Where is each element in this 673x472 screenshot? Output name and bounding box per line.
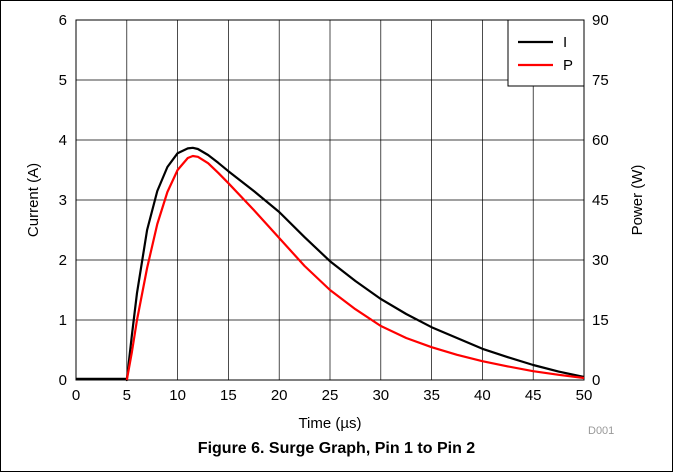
y2-tick-label: 0 xyxy=(592,372,600,389)
x-tick-label: 5 xyxy=(123,387,131,404)
x-tick-label: 25 xyxy=(322,387,339,404)
y-tick-label: 1 xyxy=(59,312,67,329)
x-tick-label: 10 xyxy=(169,387,186,404)
y2-tick-label: 45 xyxy=(592,192,609,209)
x-tick-label: 40 xyxy=(474,387,491,404)
x-tick-label: 30 xyxy=(372,387,389,404)
y-axis-label: Current (A) xyxy=(25,163,42,237)
series-lines xyxy=(76,146,585,382)
y-axis-ticks: 0 1 2 3 4 5 6 xyxy=(59,12,67,389)
y2-axis-label: Power (W) xyxy=(629,165,646,236)
x-tick-label: 45 xyxy=(525,387,542,404)
x-tick-label: 35 xyxy=(423,387,440,404)
y2-tick-label: 75 xyxy=(592,72,609,89)
legend: IP xyxy=(507,19,585,87)
y-tick-label: 4 xyxy=(59,132,67,149)
x-axis-ticks: 0 5 10 15 20 25 30 35 40 45 50 xyxy=(72,387,593,404)
y2-tick-label: 90 xyxy=(592,12,609,29)
legend-box xyxy=(507,19,585,87)
y-tick-label: 2 xyxy=(59,252,67,269)
y2-axis-ticks: 0 15 30 45 60 75 90 xyxy=(592,12,609,389)
y2-tick-label: 60 xyxy=(592,132,609,149)
series-line-p xyxy=(125,154,585,381)
figure-code: D001 xyxy=(588,425,615,437)
y2-tick-label: 15 xyxy=(592,312,609,329)
x-tick-label: 15 xyxy=(220,387,237,404)
x-tick-label: 0 xyxy=(72,387,80,404)
y-tick-label: 6 xyxy=(59,12,67,29)
series-line-i xyxy=(76,146,585,382)
y-tick-label: 5 xyxy=(59,72,67,89)
plot-border xyxy=(75,19,585,381)
legend-label: I xyxy=(563,34,567,51)
figure-caption: Figure 6. Surge Graph, Pin 1 to Pin 2 xyxy=(197,440,476,457)
y2-tick-label: 30 xyxy=(592,252,609,269)
x-axis-label: Time (µs) xyxy=(298,415,361,432)
x-tick-label: 50 xyxy=(576,387,593,404)
legend-label: P xyxy=(563,57,573,74)
y-tick-label: 0 xyxy=(59,372,67,389)
x-tick-label: 20 xyxy=(271,387,288,404)
y-tick-label: 3 xyxy=(59,192,67,209)
